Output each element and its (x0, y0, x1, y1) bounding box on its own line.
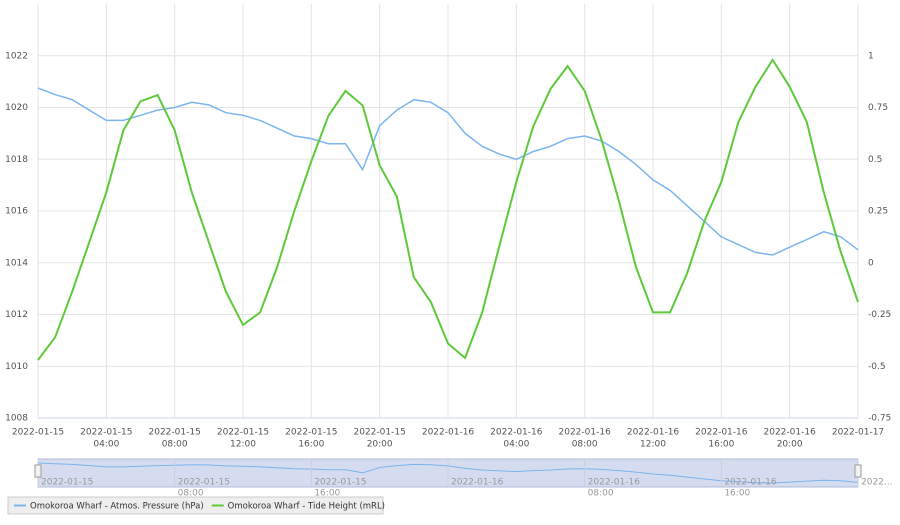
x-tick-time: 08:00 (572, 440, 598, 450)
y-tick-label: 1008 (5, 414, 28, 424)
x-tick-label: 2022-01-15 (217, 428, 269, 438)
y-tick-label: 1010 (5, 362, 28, 372)
navigator-time: 16:00 (724, 489, 750, 499)
navigator-label: 2022... (861, 478, 893, 488)
x-tick-label: 2022-01-16 (627, 428, 680, 438)
x-tick-time: 04:00 (503, 440, 529, 450)
navigator-label: 2022-01-16 (451, 478, 504, 488)
navigator-label: 2022-01-16 (724, 478, 777, 488)
navigator-handle[interactable] (854, 464, 862, 478)
y2-tick-label: -0.75 (868, 414, 891, 424)
series-line (37, 58, 859, 361)
series-line (37, 87, 859, 256)
y-tick-label: 1022 (5, 51, 28, 61)
x-tick-label: 2022-01-15 (354, 428, 406, 438)
navigator-label: 2022-01-15 (178, 478, 230, 488)
legend-label[interactable]: Omokoroa Wharf - Tide Height (mRL) (228, 502, 385, 512)
y-tick-label: 1012 (5, 310, 28, 320)
x-tick-time: 16:00 (708, 440, 734, 450)
navigator-time: 16:00 (314, 489, 340, 499)
x-tick-label: 2022-01-16 (764, 428, 817, 438)
y-tick-label: 1020 (5, 103, 28, 113)
x-tick-label: 2022-01-16 (490, 428, 543, 438)
legend-box (7, 496, 384, 515)
x-tick-label: 2022-01-17 (832, 428, 884, 438)
navigator-label: 2022-01-16 (588, 478, 641, 488)
x-tick-time: 08:00 (162, 440, 188, 450)
y-tick-label: 1018 (5, 155, 28, 165)
y2-tick-label: -0.5 (868, 362, 886, 372)
x-tick-label: 2022-01-15 (285, 428, 337, 438)
y2-tick-label: 0.5 (868, 155, 882, 165)
x-tick-label: 2022-01-16 (695, 428, 748, 438)
navigator[interactable]: 2022-01-15 2022-01-1508:002022-01-1516:00… (34, 458, 893, 499)
navigator-handle[interactable] (34, 464, 42, 478)
x-tick-label: 2022-01-16 (559, 428, 612, 438)
y-tick-label: 1016 (5, 207, 28, 217)
navigator-time: 08:00 (588, 489, 614, 499)
x-tick-time: 20:00 (367, 440, 393, 450)
y2-tick-label: 1 (868, 51, 874, 61)
x-tick-label: 2022-01-15 (149, 428, 201, 438)
x-tick-time: 20:00 (777, 440, 803, 450)
y2-tick-label: 0 (868, 258, 874, 268)
x-tick-time: 16:00 (298, 440, 324, 450)
y2-tick-label: 0.75 (868, 103, 888, 113)
x-tick-label: 2022-01-15 (80, 428, 132, 438)
x-tick-label: 2022-01-16 (422, 428, 475, 438)
x-tick-time: 12:00 (640, 440, 666, 450)
navigator-time: 08:00 (178, 489, 204, 499)
y-tick-label: 1014 (5, 258, 28, 268)
navigator-label: 2022-01-15 (314, 478, 366, 488)
y2-tick-label: 0.25 (868, 207, 888, 217)
x-tick-time: 04:00 (93, 440, 119, 450)
x-tick-time: 12:00 (230, 440, 256, 450)
x-tick-label: 2022-01-15 (12, 428, 64, 438)
navigator-label: 2022-01-15 (41, 478, 93, 488)
y2-tick-label: -0.25 (868, 310, 891, 320)
legend-label[interactable]: Omokoroa Wharf - Atmos. Pressure (hPa) (30, 502, 204, 512)
